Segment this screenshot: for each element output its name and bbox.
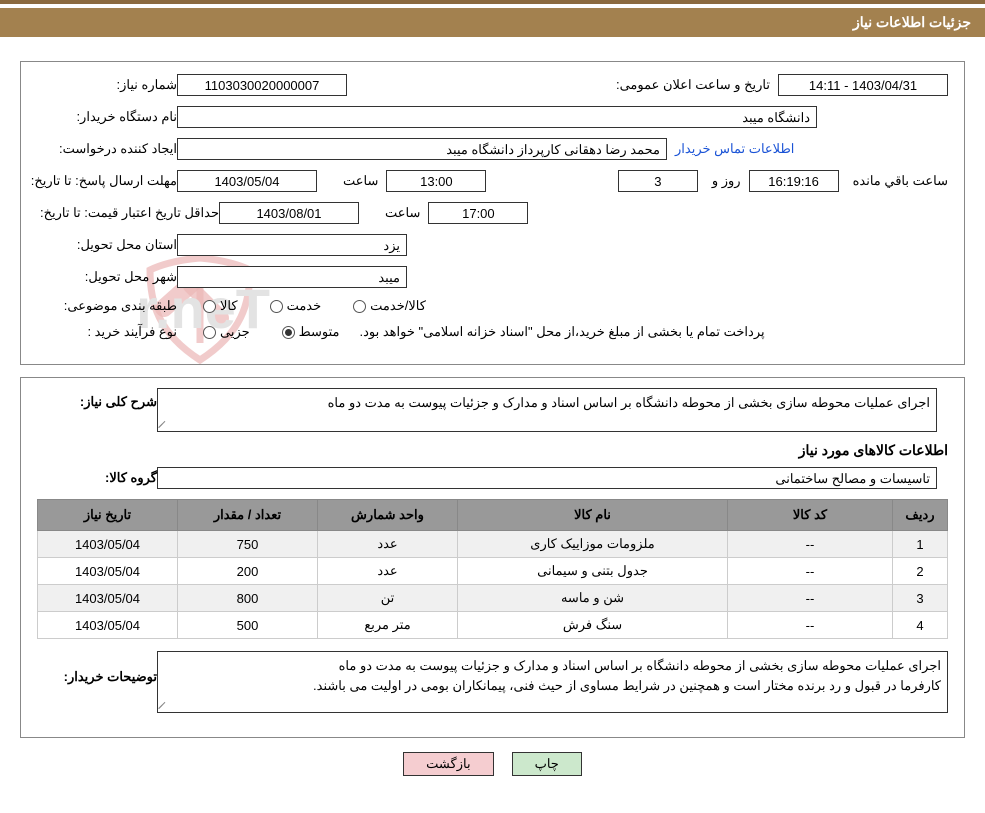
- subject-class-group: کالا خدمت کالا/خدمت: [177, 298, 426, 314]
- table-header: نام کالا: [458, 500, 728, 531]
- label-hours-remain: ساعت باقي مانده: [847, 173, 948, 189]
- table-cell: 1403/05/04: [38, 531, 178, 558]
- table-header: کد کالا: [728, 500, 893, 531]
- table-cell: --: [728, 612, 893, 639]
- field-price-valid-date: 1403/08/01: [219, 202, 359, 224]
- print-button[interactable]: چاپ: [512, 752, 582, 776]
- table-row: 1--ملزومات موزاییک کاریعدد7501403/05/04: [38, 531, 948, 558]
- table-cell: --: [728, 558, 893, 585]
- table-cell: تن: [318, 585, 458, 612]
- field-requester: محمد رضا دهقانی کارپرداز دانشگاه میبد: [177, 138, 667, 160]
- goods-table: ردیفکد کالانام کالاواحد شمارشتعداد / مقد…: [37, 499, 948, 639]
- radio-icon: [282, 326, 295, 339]
- table-cell: 200: [178, 558, 318, 585]
- page-title: جزئیات اطلاعات نیاز: [853, 14, 971, 30]
- table-header: تعداد / مقدار: [178, 500, 318, 531]
- radio-icon: [353, 300, 366, 313]
- table-cell: عدد: [318, 558, 458, 585]
- subject-class-option[interactable]: کالا: [203, 298, 238, 314]
- back-button[interactable]: بازگشت: [403, 752, 493, 776]
- field-general-desc: اجرای عملیات محوطه سازی بخشی از محوطه دا…: [157, 388, 937, 432]
- field-need-no: 1103030020000007: [177, 74, 347, 96]
- table-cell: 500: [178, 612, 318, 639]
- radio-label: متوسط: [299, 324, 340, 340]
- table-cell: 2: [893, 558, 948, 585]
- table-cell: عدد: [318, 531, 458, 558]
- field-price-valid-time: 17:00: [428, 202, 528, 224]
- radio-label: جزیی: [220, 324, 250, 340]
- resize-handle-icon: [159, 701, 169, 711]
- label-reply-deadline: مهلت ارسال پاسخ: تا تاریخ:: [37, 173, 177, 189]
- top-stripe: [0, 0, 985, 4]
- label-requester: ایجاد کننده درخواست:: [37, 141, 177, 157]
- subject-class-option[interactable]: خدمت: [270, 298, 322, 314]
- label-buyer-org: نام دستگاه خریدار:: [37, 109, 177, 125]
- purchase-type-suffix: پرداخت تمام یا بخشی از مبلغ خرید،از محل …: [360, 324, 765, 340]
- details-panel: شرح کلی نیاز: اجرای عملیات محوطه سازی بخ…: [20, 377, 965, 738]
- table-row: 3--شن و ماسهتن8001403/05/04: [38, 585, 948, 612]
- field-reply-date: 1403/05/04: [177, 170, 317, 192]
- field-announce-dt: 1403/04/31 - 14:11: [778, 74, 948, 96]
- main-info-panel: شماره نیاز: 1103030020000007 تاریخ و ساع…: [20, 61, 965, 365]
- field-reply-time: 13:00: [386, 170, 486, 192]
- table-cell: 4: [893, 612, 948, 639]
- label-purchase-type: نوع فرآیند خرید :: [37, 324, 177, 340]
- radio-label: خدمت: [287, 298, 322, 314]
- field-province: یزد: [177, 234, 407, 256]
- table-cell: 1: [893, 531, 948, 558]
- label-announce-dt: تاریخ و ساعت اعلان عمومی:: [610, 77, 770, 93]
- label-price-validity: حداقل تاریخ اعتبار قیمت: تا تاریخ:: [37, 205, 219, 221]
- field-city: میبد: [177, 266, 407, 288]
- goods-info-title: اطلاعات کالاهای مورد نیاز: [37, 442, 948, 459]
- table-header: واحد شمارش: [318, 500, 458, 531]
- purchase-type-group: جزیی متوسط: [177, 324, 340, 340]
- table-cell: 1403/05/04: [38, 558, 178, 585]
- action-buttons: چاپ بازگشت: [0, 752, 985, 776]
- field-buyer-notes: اجرای عملیات محوطه سازی بخشی از محوطه دا…: [157, 651, 948, 713]
- purchase-type-option[interactable]: متوسط: [282, 324, 340, 340]
- label-hour-2: ساعت: [379, 205, 420, 221]
- table-cell: 1403/05/04: [38, 585, 178, 612]
- table-header: تاریخ نیاز: [38, 500, 178, 531]
- label-subject-class: طبقه بندی موضوعی:: [37, 298, 177, 314]
- table-cell: 3: [893, 585, 948, 612]
- table-cell: جدول بتنی و سیمانی: [458, 558, 728, 585]
- resize-handle-icon: [159, 420, 169, 430]
- radio-icon: [270, 300, 283, 313]
- label-city: شهر محل تحویل:: [37, 269, 177, 285]
- label-province: استان محل تحویل:: [37, 237, 177, 253]
- label-general-desc: شرح کلی نیاز:: [37, 388, 157, 410]
- table-cell: متر مربع: [318, 612, 458, 639]
- radio-icon: [203, 300, 216, 313]
- field-time-remain: 16:19:16: [749, 170, 839, 192]
- table-cell: --: [728, 585, 893, 612]
- subject-class-option[interactable]: کالا/خدمت: [353, 298, 426, 314]
- label-days-and: روز و: [706, 173, 741, 189]
- label-goods-group: گروه کالا:: [37, 470, 157, 486]
- table-header: ردیف: [893, 500, 948, 531]
- table-cell: 750: [178, 531, 318, 558]
- table-cell: --: [728, 531, 893, 558]
- table-cell: 1403/05/04: [38, 612, 178, 639]
- label-hour-1: ساعت: [337, 173, 378, 189]
- label-buyer-notes: توضیحات خریدار:: [37, 651, 157, 685]
- table-cell: شن و ماسه: [458, 585, 728, 612]
- table-cell: سنگ فرش: [458, 612, 728, 639]
- purchase-type-option[interactable]: جزیی: [203, 324, 250, 340]
- field-buyer-org: دانشگاه میبد: [177, 106, 817, 128]
- table-cell: ملزومات موزاییک کاری: [458, 531, 728, 558]
- table-row: 4--سنگ فرشمتر مربع5001403/05/04: [38, 612, 948, 639]
- radio-label: کالا: [220, 298, 238, 314]
- buyer-contact-link[interactable]: اطلاعات تماس خریدار: [675, 141, 794, 157]
- page-header: جزئیات اطلاعات نیاز: [0, 8, 985, 37]
- field-goods-group: تاسیسات و مصالح ساختمانی: [157, 467, 937, 489]
- radio-label: کالا/خدمت: [370, 298, 426, 314]
- radio-icon: [203, 326, 216, 339]
- label-need-no: شماره نیاز:: [37, 77, 177, 93]
- field-days-remain: 3: [618, 170, 698, 192]
- table-row: 2--جدول بتنی و سیمانیعدد2001403/05/04: [38, 558, 948, 585]
- table-cell: 800: [178, 585, 318, 612]
